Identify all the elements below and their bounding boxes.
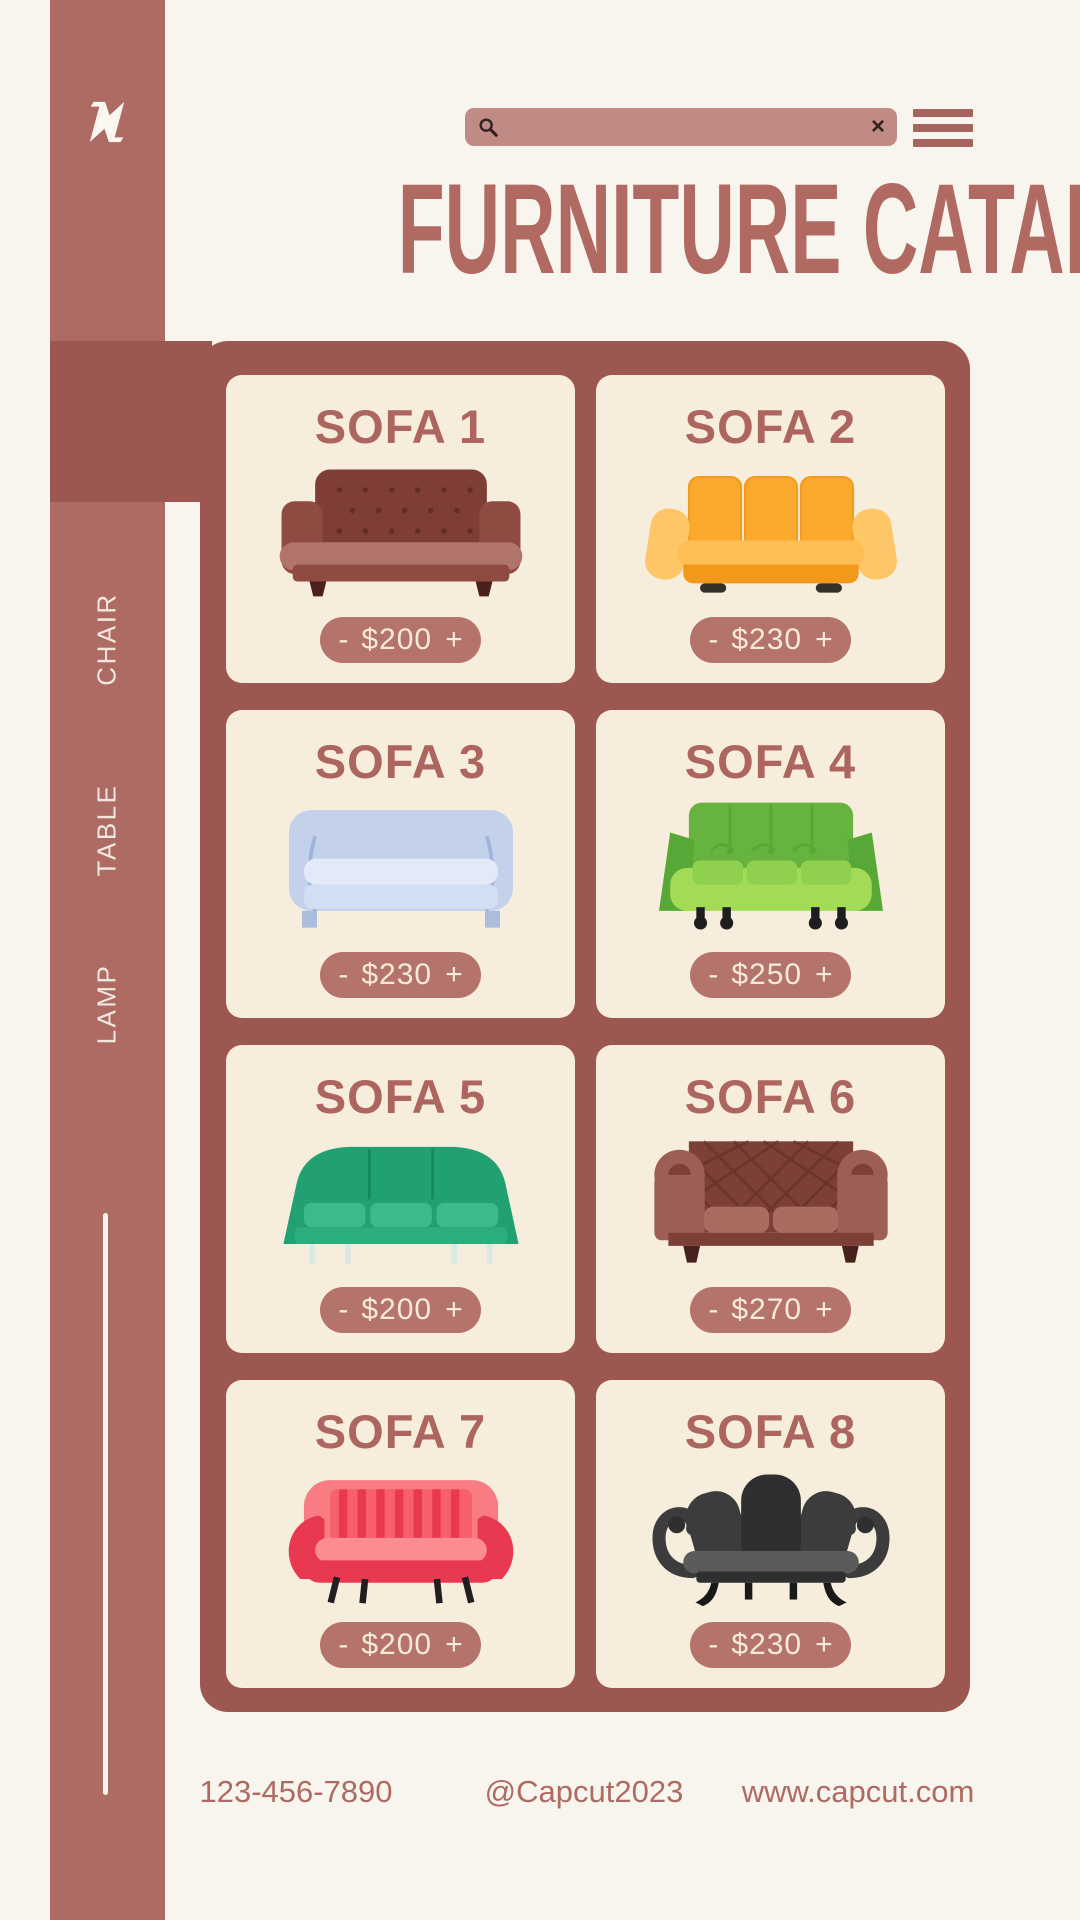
product-name: SOFA 8 xyxy=(684,1405,857,1458)
sofa-3-illustration xyxy=(288,810,513,928)
decrease-button[interactable]: - xyxy=(708,1628,719,1661)
menu-button[interactable] xyxy=(913,109,973,147)
price-stepper[interactable]: - $250 + xyxy=(690,952,851,998)
price-value: $200 xyxy=(361,623,433,656)
product-name: SOFA 6 xyxy=(684,1070,857,1123)
product-name: SOFA 3 xyxy=(314,735,487,788)
price-value: $230 xyxy=(731,623,803,656)
price-value: $230 xyxy=(731,1628,803,1661)
product-card[interactable]: SOFA 4 - $2 xyxy=(596,710,945,1018)
price-stepper[interactable]: - $200 + xyxy=(320,1622,481,1668)
catalog-panel: SOFA 1 - $200 + xyxy=(200,341,970,1712)
increase-button[interactable]: + xyxy=(815,958,833,991)
sidebar-item-table[interactable]: TABLE xyxy=(91,783,122,877)
search-bar[interactable]: × xyxy=(465,107,897,147)
sidebar-divider-line xyxy=(103,1213,108,1795)
price-value: $230 xyxy=(361,958,433,991)
footer-handle: @Capcut2023 xyxy=(484,1774,684,1809)
increase-button[interactable]: + xyxy=(815,623,833,656)
product-name: SOFA 4 xyxy=(684,735,857,788)
price-value: $200 xyxy=(361,1293,433,1326)
increase-button[interactable]: + xyxy=(445,1293,463,1326)
search-clear-icon[interactable]: × xyxy=(870,113,885,140)
product-name: SOFA 7 xyxy=(314,1405,487,1458)
price-stepper[interactable]: - $270 + xyxy=(690,1287,851,1333)
sidebar-item-chair[interactable]: CHAIR xyxy=(91,592,122,686)
product-card[interactable]: SOFA 5 - $200 + xyxy=(226,1045,575,1353)
product-card[interactable]: SOFA 1 - $200 + xyxy=(226,375,575,683)
price-stepper[interactable]: - $200 + xyxy=(320,1287,481,1333)
decrease-button[interactable]: - xyxy=(338,1628,349,1661)
sidebar-item-lamp[interactable]: LAMP xyxy=(91,963,122,1045)
decrease-button[interactable]: - xyxy=(708,623,719,656)
decrease-button[interactable]: - xyxy=(708,1293,719,1326)
search-icon xyxy=(479,118,498,137)
decrease-button[interactable]: - xyxy=(338,623,349,656)
footer-phone: 123-456-7890 xyxy=(199,1774,393,1809)
price-stepper[interactable]: - $230 + xyxy=(690,1622,851,1668)
product-card[interactable]: SOFA 7 - $200 + xyxy=(226,1380,575,1688)
sofa-8-illustration xyxy=(651,1474,890,1607)
increase-button[interactable]: + xyxy=(445,623,463,656)
decrease-button[interactable]: - xyxy=(338,1293,349,1326)
footer-website: www.capcut.com xyxy=(741,1774,975,1809)
product-card[interactable]: SOFA 8 - $230 xyxy=(596,1380,945,1688)
price-stepper[interactable]: - $230 + xyxy=(320,952,481,998)
price-value: $200 xyxy=(361,1628,433,1661)
sofa-5-illustration xyxy=(282,1146,519,1265)
increase-button[interactable]: + xyxy=(815,1628,833,1661)
product-name: SOFA 1 xyxy=(314,400,487,453)
increase-button[interactable]: + xyxy=(815,1293,833,1326)
product-name: SOFA 2 xyxy=(684,400,857,453)
product-card[interactable]: SOFA 3 - $230 + xyxy=(226,710,575,1018)
sofa-7-illustration xyxy=(288,1480,513,1604)
sofa-4-illustration xyxy=(658,802,883,930)
price-stepper[interactable]: - $230 + xyxy=(690,617,851,663)
menu-bar xyxy=(913,124,973,132)
sofa-6-illustration xyxy=(653,1140,888,1263)
decrease-button[interactable]: - xyxy=(708,958,719,991)
increase-button[interactable]: + xyxy=(445,958,463,991)
increase-button[interactable]: + xyxy=(445,1628,463,1661)
page-title: FURNITURE CATALOG xyxy=(397,158,1080,301)
decrease-button[interactable]: - xyxy=(338,958,349,991)
sofa-2-illustration xyxy=(644,476,897,593)
capcut-logo-icon xyxy=(89,101,125,143)
search-input[interactable] xyxy=(507,107,863,147)
product-card[interactable]: SOFA 6 - $270 + xyxy=(596,1045,945,1353)
price-value: $250 xyxy=(731,958,803,991)
product-name: SOFA 5 xyxy=(314,1070,487,1123)
sofa-1-illustration xyxy=(279,469,522,597)
price-value: $270 xyxy=(731,1293,803,1326)
price-stepper[interactable]: - $200 + xyxy=(320,617,481,663)
product-card[interactable]: SOFA 2 - $230 + xyxy=(596,375,945,683)
menu-bar xyxy=(913,139,973,147)
menu-bar xyxy=(913,109,973,117)
active-tab-connector xyxy=(50,341,212,502)
